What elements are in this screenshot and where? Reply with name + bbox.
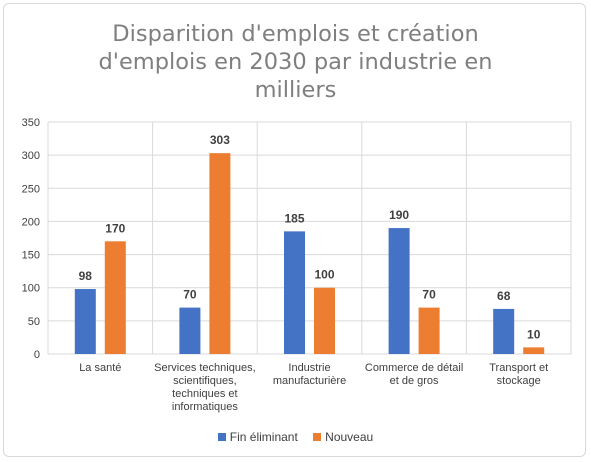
legend: Fin éliminant Nouveau	[4, 430, 585, 444]
bar	[209, 153, 231, 354]
data-label: 70	[422, 288, 436, 302]
bar	[418, 307, 440, 354]
legend-swatch-fin-eliminant	[217, 433, 226, 441]
y-tick-label: 200	[22, 216, 40, 228]
y-tick-label: 50	[28, 316, 40, 328]
x-tick-label: stockage	[497, 375, 541, 387]
y-tick-label: 250	[22, 183, 40, 195]
x-tick-label: manufacturière	[273, 375, 346, 387]
legend-item-fin-eliminant: Fin éliminant	[217, 430, 298, 444]
chart-title-line-2: d'emplois en 2030 par industrie en	[98, 49, 493, 75]
y-tick-label: 150	[22, 250, 40, 262]
bar	[314, 287, 335, 354]
bar	[104, 241, 126, 354]
x-tick-label: techniques et	[172, 388, 237, 400]
chart-frame: Disparition d'emplois et création d'empl…	[3, 3, 586, 457]
x-tick-label: Transport et	[489, 362, 548, 374]
data-label: 10	[527, 327, 541, 341]
data-label: 170	[105, 221, 125, 235]
legend-label-nouveau: Nouveau	[325, 430, 374, 444]
legend-item-nouveau: Nouveau	[313, 430, 373, 444]
bar	[493, 308, 515, 354]
chart-title: Disparition d'emplois et création d'empl…	[4, 20, 585, 104]
x-tick-label: Commerce de détail	[365, 362, 463, 374]
data-label: 98	[79, 269, 93, 283]
data-label: 303	[210, 133, 230, 147]
data-label: 190	[389, 208, 409, 222]
bar	[179, 307, 201, 354]
legend-label-fin-eliminant: Fin éliminant	[229, 430, 298, 444]
x-tick-label: informatiques	[172, 401, 239, 413]
x-tick-label: Industrie	[288, 362, 330, 374]
x-tick-label: La santé	[79, 362, 121, 374]
bar	[523, 347, 545, 354]
chart-title-line-3: milliers	[254, 77, 337, 103]
x-tick-label: Services techniques,	[154, 362, 256, 374]
y-tick-label: 100	[22, 283, 40, 295]
data-label: 68	[497, 289, 511, 303]
data-label: 100	[314, 268, 334, 282]
data-label: 185	[284, 211, 304, 225]
bar	[74, 289, 96, 354]
data-label: 70	[183, 288, 197, 302]
bar	[284, 231, 305, 354]
y-tick-label: 350	[22, 117, 40, 129]
bar	[388, 228, 410, 354]
plot-area: 0 50 100 150 200 250 300 350 98 70 185 190 68 170 303 1…	[22, 117, 572, 413]
x-tick-label: et de gros	[390, 375, 439, 387]
legend-swatch-nouveau	[313, 433, 322, 441]
y-tick-label: 300	[22, 150, 40, 162]
y-tick-label: 0	[34, 349, 40, 361]
chart-title-line-1: Disparition d'emplois et création	[112, 21, 479, 47]
x-tick-label: scientifiques,	[173, 375, 237, 387]
